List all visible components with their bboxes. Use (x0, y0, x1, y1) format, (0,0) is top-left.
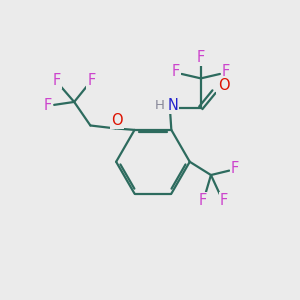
Text: F: F (197, 50, 205, 65)
Text: O: O (111, 113, 123, 128)
Text: F: F (44, 98, 52, 113)
Text: O: O (218, 78, 229, 93)
Text: F: F (53, 73, 61, 88)
Text: N: N (167, 98, 178, 113)
Text: F: F (199, 194, 207, 208)
Text: F: F (231, 161, 239, 176)
Text: F: F (222, 64, 230, 80)
Text: F: F (172, 64, 180, 80)
Text: F: F (87, 73, 95, 88)
Text: H: H (154, 99, 164, 112)
Text: F: F (220, 194, 228, 208)
